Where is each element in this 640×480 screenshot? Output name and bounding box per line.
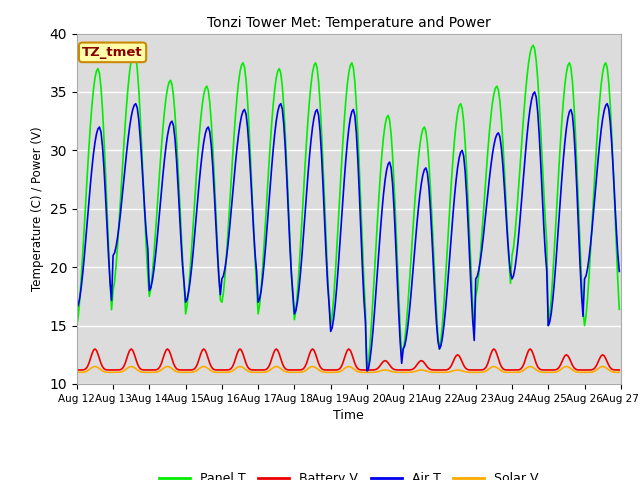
Legend: Panel T, Battery V, Air T, Solar V: Panel T, Battery V, Air T, Solar V — [154, 468, 544, 480]
Air T — [262, 242, 269, 248]
Solar V — [264, 369, 271, 374]
Battery V — [236, 346, 244, 352]
Line: Air T: Air T — [77, 92, 620, 372]
Solar V — [236, 364, 244, 370]
Solar V — [587, 369, 595, 375]
Battery V — [254, 367, 262, 373]
Battery V — [141, 367, 148, 373]
Air T — [253, 269, 260, 275]
Line: Solar V: Solar V — [77, 367, 620, 372]
Solar V — [141, 370, 148, 375]
Solar V — [312, 365, 319, 371]
Line: Panel T: Panel T — [77, 45, 620, 372]
Air T — [616, 268, 623, 274]
Solar V — [616, 370, 623, 375]
Panel T — [140, 180, 147, 186]
Panel T — [235, 80, 243, 85]
Y-axis label: Temperature (C) / Power (V): Temperature (C) / Power (V) — [31, 127, 44, 291]
Battery V — [312, 351, 319, 357]
Air T — [310, 115, 318, 120]
Air T — [588, 226, 596, 231]
Battery V — [73, 367, 81, 373]
Panel T — [588, 221, 596, 227]
Air T — [73, 305, 81, 311]
Title: Tonzi Tower Met: Temperature and Power: Tonzi Tower Met: Temperature and Power — [207, 16, 491, 30]
Solar V — [254, 370, 262, 375]
Panel T — [616, 306, 623, 312]
Battery V — [264, 366, 271, 372]
Air T — [140, 184, 147, 190]
Line: Battery V: Battery V — [77, 349, 620, 370]
Panel T — [73, 323, 81, 328]
X-axis label: Time: Time — [333, 409, 364, 422]
Air T — [363, 370, 371, 375]
Text: TZ_tmet: TZ_tmet — [82, 46, 143, 59]
Panel T — [363, 370, 371, 375]
Battery V — [91, 346, 99, 352]
Air T — [531, 89, 538, 95]
Air T — [235, 132, 243, 138]
Panel T — [262, 216, 269, 222]
Panel T — [310, 62, 318, 68]
Panel T — [529, 42, 537, 48]
Panel T — [253, 285, 260, 290]
Battery V — [616, 367, 623, 373]
Battery V — [587, 367, 595, 373]
Solar V — [91, 364, 99, 370]
Solar V — [73, 370, 81, 375]
